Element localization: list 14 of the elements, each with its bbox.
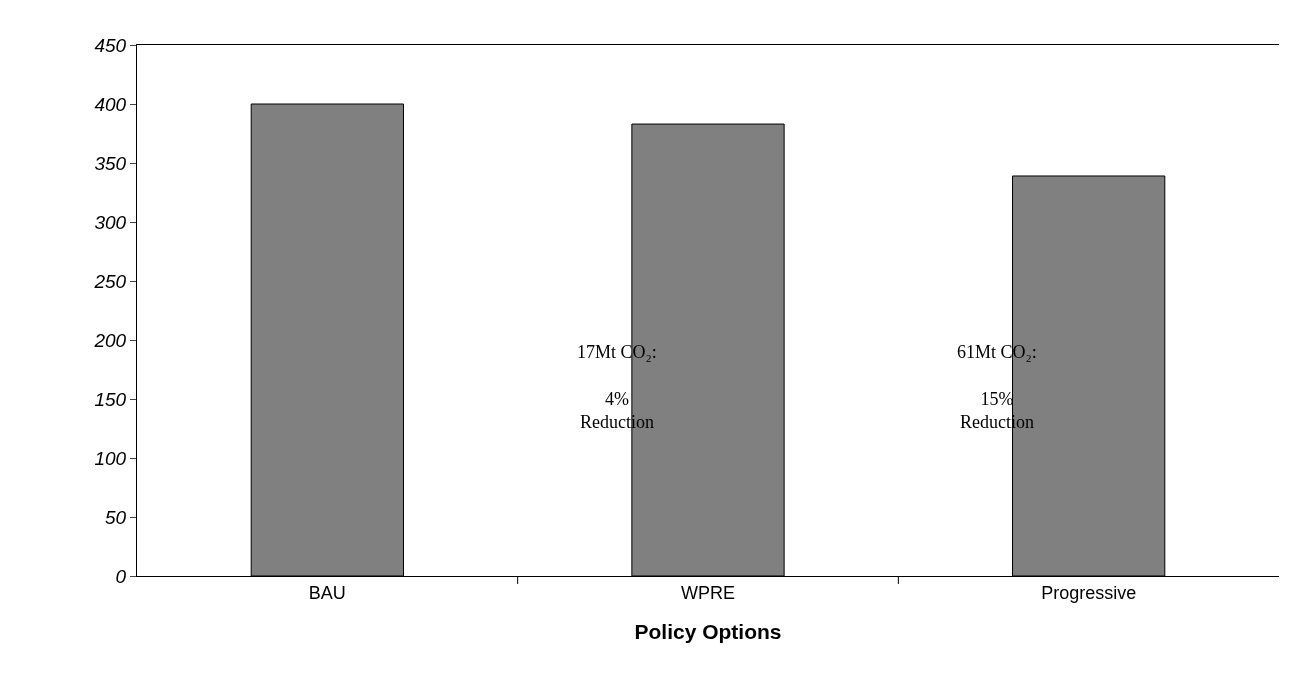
y-tick-label: 400 — [94, 93, 127, 115]
y-tick-label: 250 — [93, 270, 127, 292]
y-tick-label: 0 — [115, 565, 127, 587]
y-tick-label: 200 — [93, 329, 127, 351]
y-tick-label: 450 — [94, 34, 127, 56]
x-tick-label: WPRE — [681, 582, 735, 603]
y-tick-label: 350 — [94, 152, 127, 174]
x-tick-label: Progressive — [1041, 582, 1137, 603]
x-axis-title: Policy Options — [634, 619, 782, 643]
x-tick-label: BAU — [308, 582, 346, 603]
y-tick-label: 150 — [94, 388, 127, 410]
y-tick-label: 300 — [94, 211, 127, 233]
y-tick-label: 50 — [105, 506, 127, 528]
y-tick-label: 100 — [94, 447, 127, 469]
